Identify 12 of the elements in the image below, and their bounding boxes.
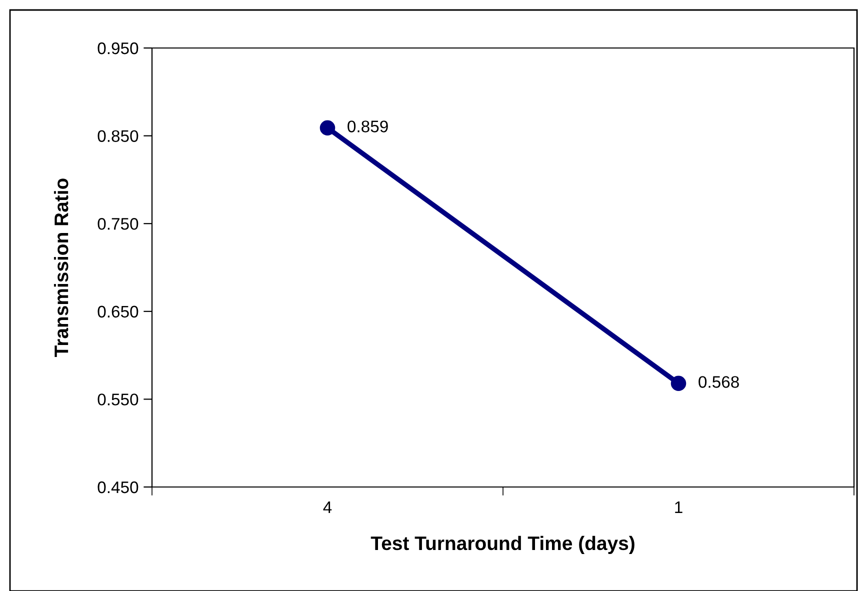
x-axis-title: Test Turnaround Time (days) bbox=[370, 536, 634, 554]
y-axis-title: Transmission Ratio bbox=[54, 178, 68, 357]
y-tick-label: 0.550 bbox=[98, 394, 138, 406]
y-tick-label: 0.450 bbox=[98, 481, 138, 494]
y-tick-label: 0.850 bbox=[98, 130, 138, 142]
y-tick-label: 0.650 bbox=[98, 306, 138, 318]
data-label: 0.568 bbox=[698, 376, 739, 388]
x-tick-label: 1 bbox=[675, 502, 682, 513]
data-label: 0.859 bbox=[348, 120, 388, 132]
y-tick-label: 0.950 bbox=[98, 42, 138, 54]
y-tick-label: 0.750 bbox=[98, 218, 138, 230]
x-tick-label: 4 bbox=[323, 502, 332, 513]
